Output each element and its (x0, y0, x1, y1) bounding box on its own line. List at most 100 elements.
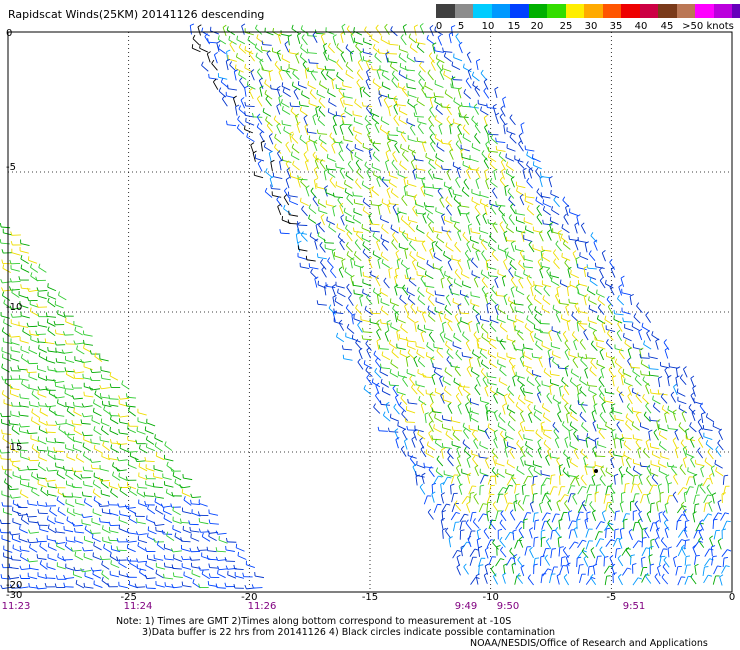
wind-barb (417, 117, 427, 125)
wind-barb (577, 486, 587, 495)
wind-barb (206, 51, 211, 63)
wind-barb (415, 164, 426, 171)
wind-barb (154, 434, 164, 443)
wind-barb (266, 50, 272, 62)
wind-barb (333, 308, 344, 315)
wind-barb (90, 464, 102, 470)
wind-barb (226, 26, 236, 36)
wind-barb (401, 195, 408, 207)
wind-barb (718, 428, 724, 440)
wind-barb (459, 382, 470, 388)
wind-barb (73, 426, 83, 436)
wind-barb (92, 407, 102, 417)
wind-barb (457, 105, 462, 117)
wind-barb (500, 546, 507, 558)
wind-barb (424, 412, 429, 424)
wind-barb (496, 468, 505, 478)
wind-barb (406, 368, 416, 377)
wind-barb (515, 493, 520, 505)
wind-barb (558, 546, 564, 557)
wind-barb (526, 315, 535, 325)
wind-barb (362, 248, 370, 259)
wind-barb (55, 420, 66, 426)
wind-barb (335, 332, 345, 343)
wind-barb (161, 529, 173, 535)
wind-barb (35, 330, 46, 336)
wind-barb (74, 326, 83, 336)
wind-barb (486, 409, 491, 421)
wind-barb (72, 444, 82, 453)
wind-barb (409, 43, 418, 53)
wind-barb (711, 555, 717, 566)
wind-barb (56, 496, 65, 506)
wind-barb (336, 43, 344, 54)
wind-barb (182, 474, 193, 481)
wind-barb (440, 277, 445, 289)
wind-barb (357, 59, 363, 71)
wind-barb (365, 340, 372, 351)
wind-barb (497, 422, 507, 431)
wind-barb (498, 377, 508, 387)
wind-barb (100, 366, 110, 373)
wind-barb (527, 574, 534, 586)
wind-barb (238, 43, 247, 54)
wind-barb (486, 406, 496, 414)
wind-barb (608, 448, 615, 460)
wind-barb (564, 365, 569, 377)
wind-barb (442, 321, 447, 333)
wind-barb (181, 488, 191, 498)
wind-barb (421, 311, 426, 323)
wind-barb (217, 73, 228, 80)
wind-barb (276, 85, 281, 98)
wind-barb (650, 502, 655, 513)
wind-barb (401, 410, 409, 421)
wind-barb (101, 560, 110, 570)
wind-barb (268, 150, 273, 162)
wind-barb (590, 547, 596, 559)
wind-barb (491, 250, 499, 262)
wind-barb (562, 196, 570, 208)
wind-barb (363, 385, 372, 395)
wind-barb (470, 367, 480, 377)
wind-barb (598, 376, 605, 388)
wind-barb (333, 138, 344, 144)
wind-barb (551, 513, 560, 523)
wind-barb (284, 41, 290, 53)
wind-barb (345, 304, 353, 315)
wind-barb (569, 458, 579, 468)
legend-swatch (713, 4, 732, 18)
wind-barb (361, 180, 371, 190)
wind-barb (537, 439, 542, 451)
wind-barb (632, 367, 641, 378)
wind-barb (541, 512, 551, 521)
wind-barb (135, 439, 146, 445)
wind-barb (462, 124, 470, 135)
wind-barb (252, 150, 257, 162)
wind-barb (508, 267, 515, 279)
wind-barb (596, 289, 605, 298)
wind-barb (146, 418, 156, 427)
wind-barb (475, 177, 480, 189)
wind-barb (680, 501, 687, 513)
wind-barb (702, 477, 712, 487)
wind-barb (189, 547, 201, 553)
wind-barb (543, 430, 552, 440)
wind-barb (268, 69, 273, 81)
wind-barb (627, 392, 633, 405)
wind-barb (323, 49, 328, 62)
wind-barb (497, 487, 507, 496)
wind-barb (110, 545, 121, 553)
wind-barb (523, 387, 533, 394)
wind-barb (145, 561, 154, 570)
wind-barb (580, 401, 587, 413)
wind-barb (398, 227, 408, 235)
wind-barb (119, 444, 129, 453)
wind-barb (594, 531, 603, 541)
wind-barb (420, 402, 425, 414)
wind-barb (509, 114, 516, 126)
wind-barb (450, 83, 461, 90)
wind-barb (357, 321, 363, 333)
wind-barb (333, 251, 344, 259)
wind-barb (583, 555, 589, 567)
